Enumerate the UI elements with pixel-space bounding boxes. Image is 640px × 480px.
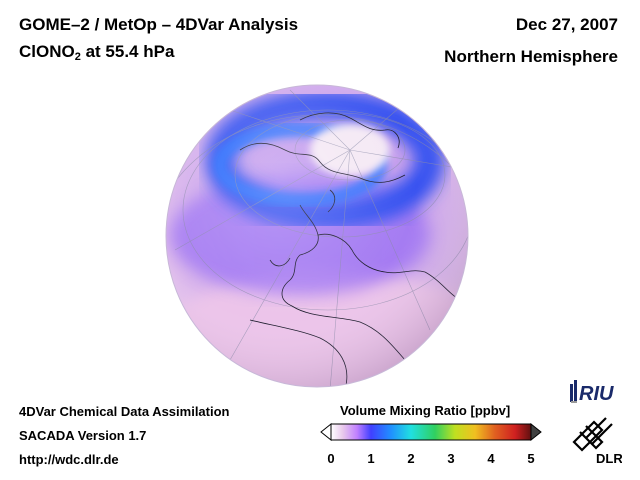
species-level: at 55.4 hPa bbox=[80, 42, 175, 61]
species-subscript: 2 bbox=[74, 51, 81, 63]
footer-line-1: 4DVar Chemical Data Assimilation bbox=[19, 404, 230, 419]
colorbar-tick-label: 0 bbox=[327, 451, 335, 466]
colorbar-tick-label: 5 bbox=[527, 451, 535, 466]
riu-logo: RIU bbox=[570, 380, 614, 405]
colorbar-max-arrow bbox=[530, 422, 542, 442]
colorbar bbox=[320, 422, 542, 442]
colorbar-tick-label: 3 bbox=[447, 451, 455, 466]
date-label: Dec 27, 2007 bbox=[515, 15, 618, 34]
dlr-logo-text: DLR bbox=[596, 451, 622, 466]
footer-line-2: SACADA Version 1.7 bbox=[19, 428, 147, 443]
riu-logo-text: RIU bbox=[579, 383, 614, 405]
hemisphere-label: Northern Hemisphere bbox=[444, 47, 618, 66]
dlr-logo: DLR bbox=[572, 417, 622, 466]
colorbar-title: Volume Mixing Ratio [ppbv] bbox=[340, 403, 511, 418]
colorbar-tick-label: 4 bbox=[487, 451, 495, 466]
colorbar-tick-label: 1 bbox=[367, 451, 375, 466]
species-label: ClONO2 at 55.4 hPa bbox=[19, 42, 174, 63]
species-main: ClONO bbox=[19, 42, 75, 61]
footer-url: http://wdc.dlr.de bbox=[19, 452, 119, 467]
colorbar-tick-label: 2 bbox=[407, 451, 415, 466]
colorbar-min-arrow bbox=[320, 422, 332, 442]
plot-title: GOME–2 / MetOp – 4DVar Analysis bbox=[19, 15, 299, 34]
